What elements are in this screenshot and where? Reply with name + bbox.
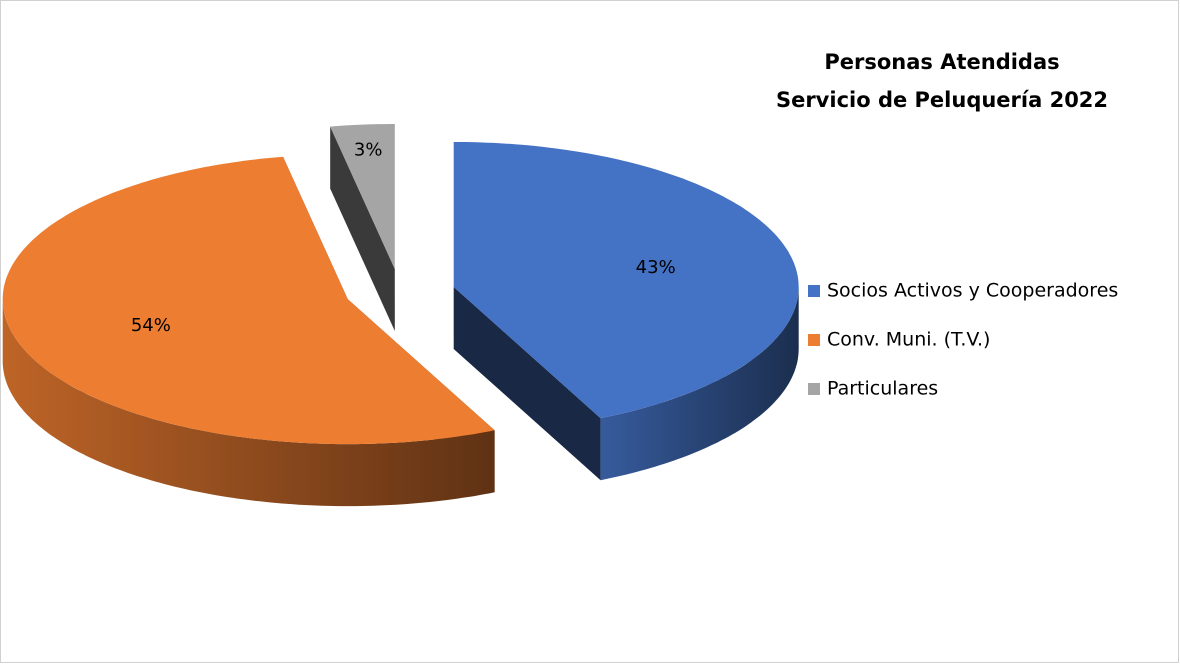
legend-label: Conv. Muni. (T.V.) <box>827 329 990 351</box>
slice <box>453 142 799 419</box>
legend-swatch <box>808 383 820 395</box>
legend-swatch <box>808 285 820 297</box>
chart-subtitle: Servicio de Peluquería 2022 <box>776 88 1108 112</box>
slice <box>2 156 495 445</box>
chart-title: Personas Atendidas <box>824 50 1059 74</box>
slice-side <box>600 287 799 481</box>
slice <box>330 124 395 269</box>
legend-label: Particulares <box>827 378 938 400</box>
legend-swatch <box>808 334 820 346</box>
data-label: 3% <box>354 140 383 161</box>
data-label: 54% <box>131 315 171 336</box>
slice-side <box>2 299 495 507</box>
slice-cut-side <box>330 126 395 331</box>
data-label: 43% <box>636 257 676 278</box>
slice-cut-side <box>453 287 601 481</box>
legend-label: Socios Activos y Cooperadores <box>827 280 1118 302</box>
